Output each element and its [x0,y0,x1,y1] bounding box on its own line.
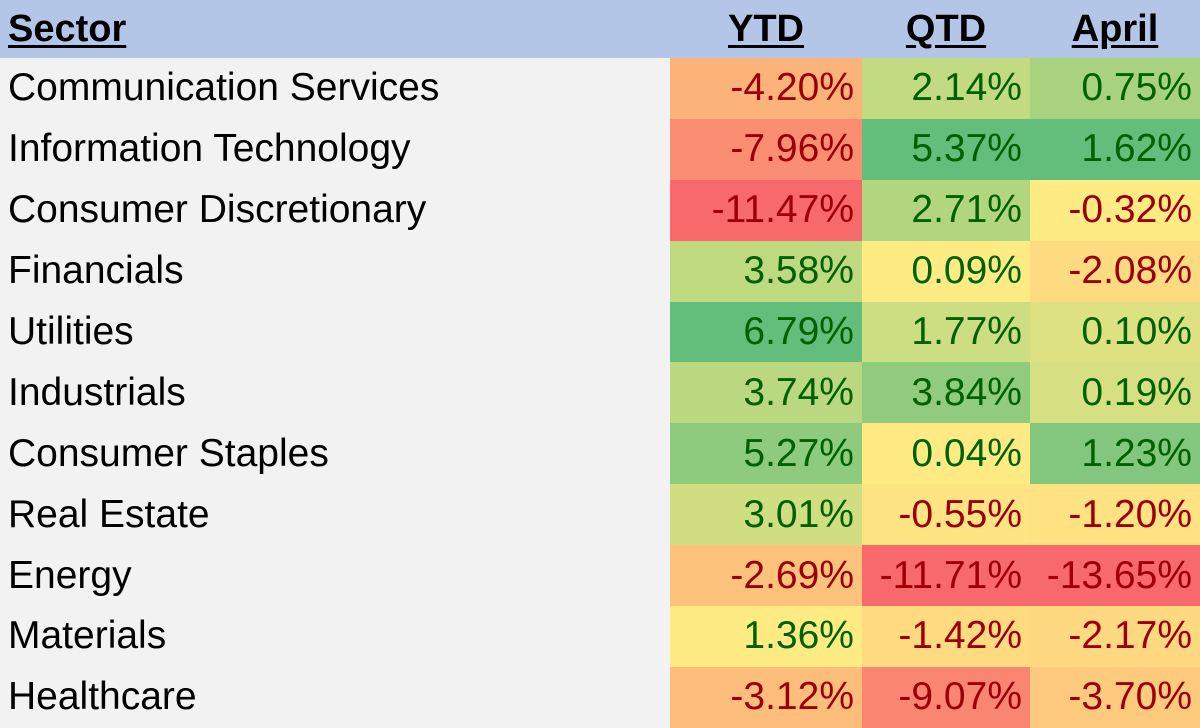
sector-name-cell: Healthcare [0,666,670,728]
ytd-value-cell: -3.12% [670,666,862,728]
table-row: Utilities 6.79% 1.77% 0.10% [0,301,1200,363]
ytd-value-cell: 6.79% [670,301,862,363]
qtd-value-cell: 0.09% [862,240,1030,302]
ytd-value-cell: 3.74% [670,362,862,424]
april-value-cell: 1.62% [1030,118,1200,180]
table-row: Industrials 3.74% 3.84% 0.19% [0,362,1200,424]
qtd-value-cell: 1.77% [862,301,1030,363]
april-value-cell: 0.10% [1030,301,1200,363]
april-value-cell: -3.70% [1030,666,1200,728]
ytd-value-cell: -11.47% [670,179,862,241]
ytd-value-cell: 3.58% [670,240,862,302]
table-row: Communication Services -4.20% 2.14% 0.75% [0,58,1200,119]
sector-name-cell: Information Technology [0,118,670,180]
qtd-value-cell: 2.71% [862,179,1030,241]
sector-name-cell: Real Estate [0,484,670,546]
sector-name-cell: Energy [0,545,670,607]
qtd-value-cell: -11.71% [862,545,1030,607]
ytd-value-cell: 3.01% [670,484,862,546]
sector-name-cell: Materials [0,606,670,667]
sector-name-cell: Consumer Staples [0,423,670,485]
qtd-value-cell: 2.14% [862,58,1030,119]
april-value-cell: -1.20% [1030,484,1200,546]
table-row: Real Estate 3.01% -0.55% -1.20% [0,484,1200,546]
table-body: Communication Services -4.20% 2.14% 0.75% In… [0,58,1200,728]
qtd-value-cell: -9.07% [862,666,1030,728]
table-row: Consumer Staples 5.27% 0.04% 1.23% [0,423,1200,485]
header-row: Sector YTD QTD April [0,0,1200,58]
april-value-cell: -13.65% [1030,545,1200,607]
ytd-value-cell: -4.20% [670,58,862,119]
table-row: Information Technology -7.96% 5.37% 1.62% [0,118,1200,180]
sector-name-cell: Financials [0,240,670,302]
header-april: April [1071,7,1159,50]
table-row: Materials 1.36% -1.42% -2.17% [0,606,1200,667]
ytd-value-cell: -2.69% [670,545,862,607]
april-value-cell: 1.23% [1030,423,1200,485]
header-qtd: QTD [905,7,987,50]
sector-name-cell: Consumer Discretionary [0,179,670,241]
qtd-value-cell: 5.37% [862,118,1030,180]
april-value-cell: -2.08% [1030,240,1200,302]
april-value-cell: 0.19% [1030,362,1200,424]
qtd-value-cell: -1.42% [862,606,1030,667]
table-row: Consumer Discretionary -11.47% 2.71% -0.32% [0,179,1200,241]
april-value-cell: -2.17% [1030,606,1200,667]
april-value-cell: 0.75% [1030,58,1200,119]
table-row: Healthcare -3.12% -9.07% -3.70% [0,666,1200,728]
ytd-value-cell: 1.36% [670,606,862,667]
sector-name-cell: Communication Services [0,58,670,119]
header-sector: Sector [8,7,127,50]
ytd-value-cell: 5.27% [670,423,862,485]
table-row: Energy -2.69% -11.71% -13.65% [0,545,1200,607]
header-ytd: YTD [728,7,804,50]
sector-name-cell: Utilities [0,301,670,363]
qtd-value-cell: 3.84% [862,362,1030,424]
qtd-value-cell: 0.04% [862,423,1030,485]
qtd-value-cell: -0.55% [862,484,1030,546]
table-row: Financials 3.58% 0.09% -2.08% [0,240,1200,302]
sector-name-cell: Industrials [0,362,670,424]
april-value-cell: -0.32% [1030,179,1200,241]
ytd-value-cell: -7.96% [670,118,862,180]
